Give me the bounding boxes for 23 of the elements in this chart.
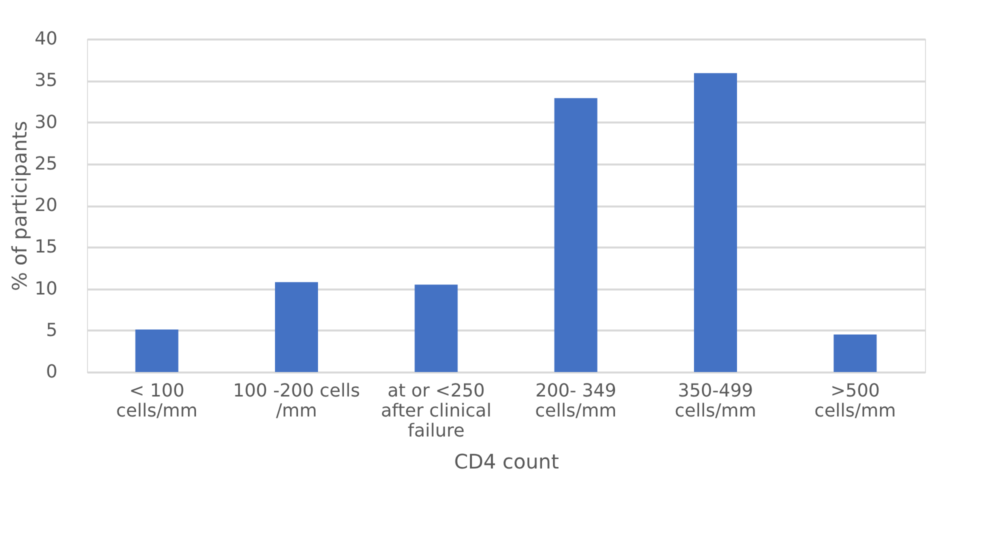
x-tick-label: 100 -200 cells /mm <box>232 380 360 422</box>
bar <box>414 284 458 372</box>
y-tick-label: 0 <box>46 362 58 382</box>
y-tick-label: 35 <box>34 70 58 92</box>
bar <box>694 73 737 372</box>
y-tick-label: 25 <box>34 153 58 174</box>
x-tick-label: < 100 cells/mm <box>116 380 198 422</box>
y-tick-label: 20 <box>34 195 58 216</box>
y-tick-label: 15 <box>34 236 58 258</box>
y-tick-label: 5 <box>46 320 58 341</box>
x-axis-title: CD4 count <box>454 450 560 474</box>
y-axis-title: % of participants <box>8 120 32 292</box>
bar <box>135 330 178 372</box>
y-tick-label: 40 <box>34 28 58 50</box>
x-tick-label: 350-499 cells/mm <box>674 380 756 422</box>
bar <box>275 282 318 372</box>
y-tick-label: 10 <box>34 278 58 300</box>
y-tick-label: 30 <box>34 112 58 133</box>
x-tick-label: at or <250 after clinical failure <box>380 380 492 442</box>
x-tick-label: >500 cells/mm <box>814 380 896 422</box>
bar <box>554 98 598 372</box>
x-tick-label: 200- 349 cells/mm <box>535 380 617 422</box>
bar <box>834 334 877 372</box>
